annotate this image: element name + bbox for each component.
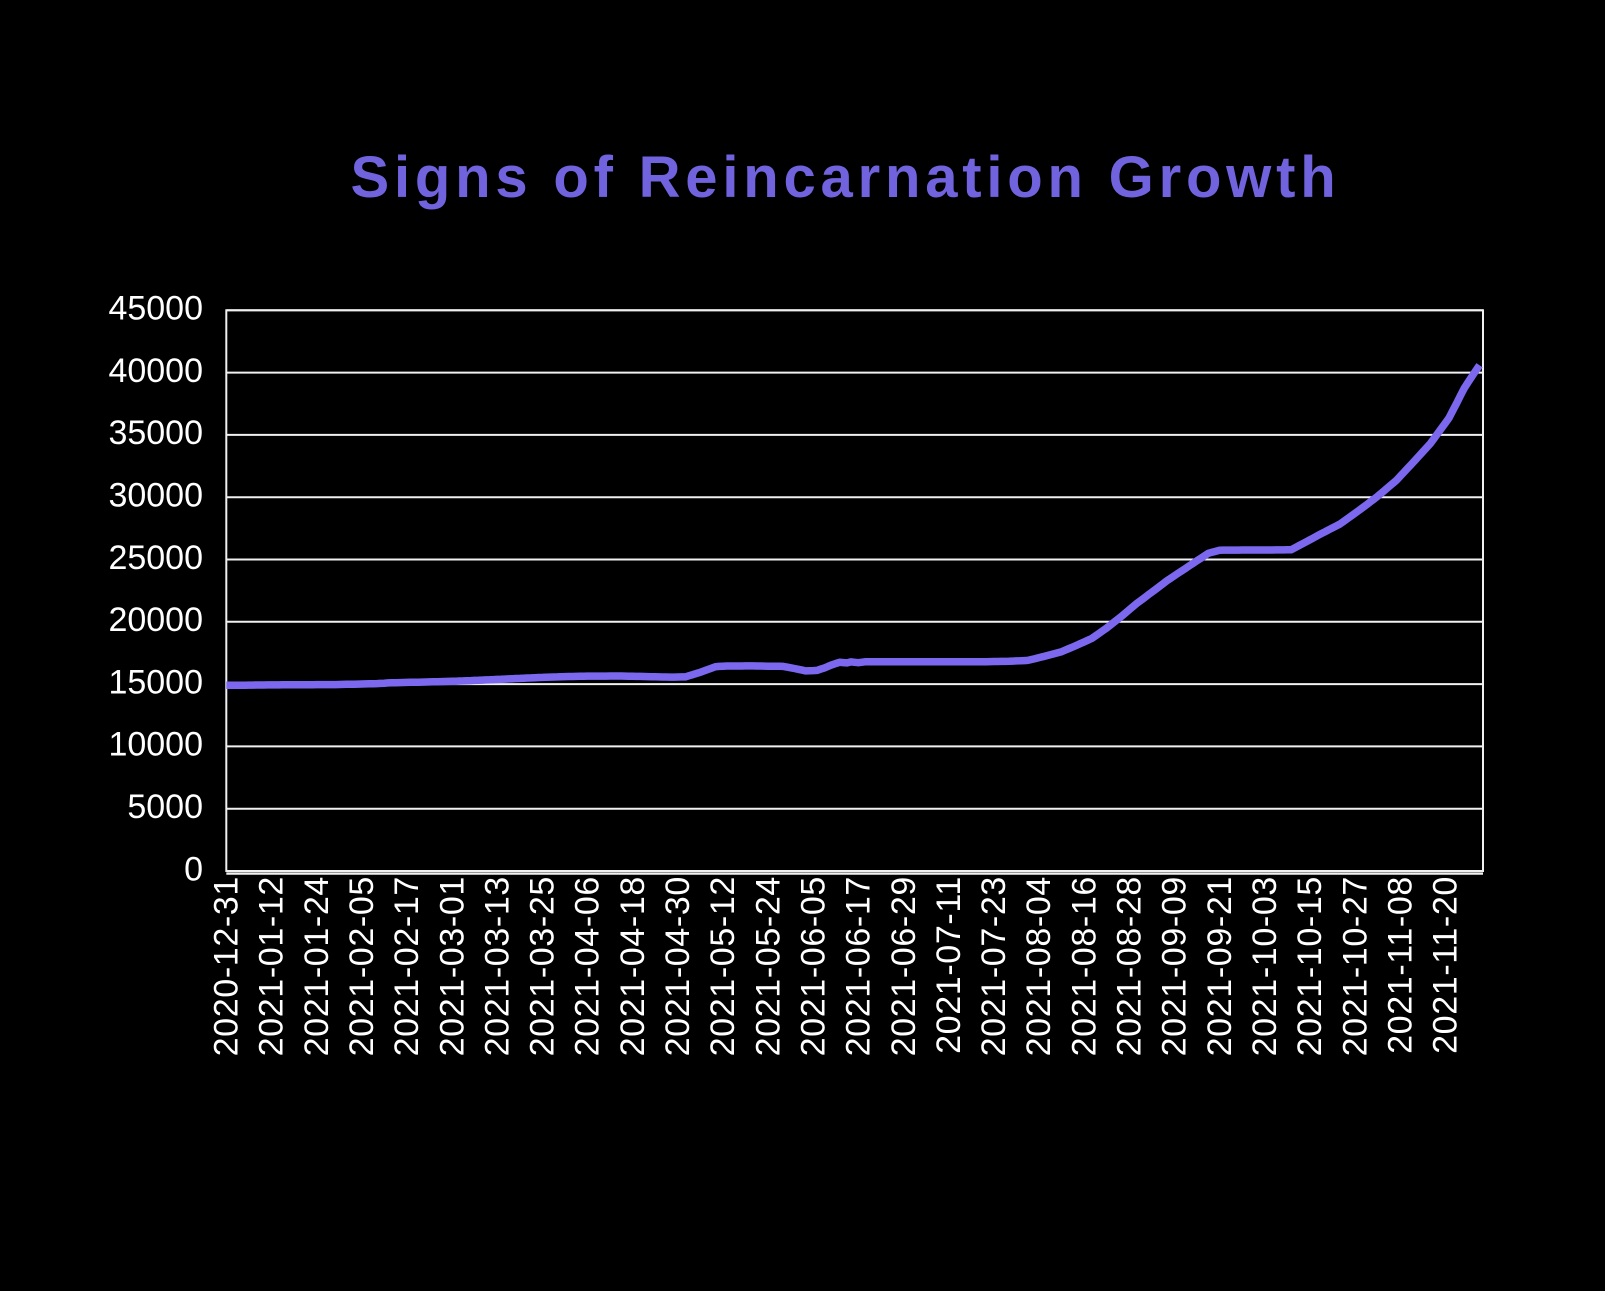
svg-text:2021-01-24: 2021-01-24 [298,876,336,1056]
svg-text:2021-10-27: 2021-10-27 [1336,876,1374,1056]
svg-text:2021-09-21: 2021-09-21 [1201,876,1239,1056]
svg-text:2021-06-17: 2021-06-17 [840,876,878,1056]
svg-text:2021-06-29: 2021-06-29 [885,876,923,1056]
svg-text:25000: 25000 [108,539,203,577]
svg-text:2021-05-12: 2021-05-12 [704,876,742,1056]
svg-text:2021-10-15: 2021-10-15 [1291,876,1329,1056]
svg-text:40000: 40000 [108,352,203,390]
svg-text:2021-07-23: 2021-07-23 [975,876,1013,1056]
svg-text:2021-05-24: 2021-05-24 [749,876,787,1056]
svg-text:2021-03-13: 2021-03-13 [478,876,516,1056]
svg-text:0: 0 [184,850,203,888]
svg-text:45000: 45000 [108,290,203,328]
svg-text:2021-01-12: 2021-01-12 [253,876,291,1056]
svg-text:2021-09-09: 2021-09-09 [1156,876,1194,1056]
svg-text:2021-11-20: 2021-11-20 [1427,876,1465,1054]
svg-text:35000: 35000 [108,414,203,452]
svg-text:2021-02-05: 2021-02-05 [343,876,381,1056]
svg-text:30000: 30000 [108,477,203,515]
svg-text:10000: 10000 [108,726,203,764]
svg-text:2021-02-17: 2021-02-17 [388,876,426,1056]
svg-text:2020-12-31: 2020-12-31 [208,876,246,1056]
svg-text:2021-07-11: 2021-07-11 [930,876,968,1054]
svg-text:Signs of Reincarnation Growth: Signs of Reincarnation Growth [351,145,1341,210]
svg-text:2021-11-08: 2021-11-08 [1381,876,1419,1054]
svg-text:2021-03-01: 2021-03-01 [433,876,471,1056]
svg-text:2021-06-05: 2021-06-05 [795,876,833,1056]
svg-text:20000: 20000 [108,601,203,639]
svg-text:2021-04-18: 2021-04-18 [614,876,652,1056]
svg-text:15000: 15000 [108,663,203,701]
svg-text:2021-08-28: 2021-08-28 [1111,876,1149,1056]
svg-text:2021-04-30: 2021-04-30 [659,876,697,1056]
svg-text:2021-08-04: 2021-08-04 [1020,876,1058,1056]
svg-text:2021-03-25: 2021-03-25 [524,876,562,1056]
svg-text:5000: 5000 [127,788,203,826]
svg-text:2021-10-03: 2021-10-03 [1246,876,1284,1056]
svg-text:2021-04-06: 2021-04-06 [569,876,607,1056]
svg-text:2021-08-16: 2021-08-16 [1065,876,1103,1056]
